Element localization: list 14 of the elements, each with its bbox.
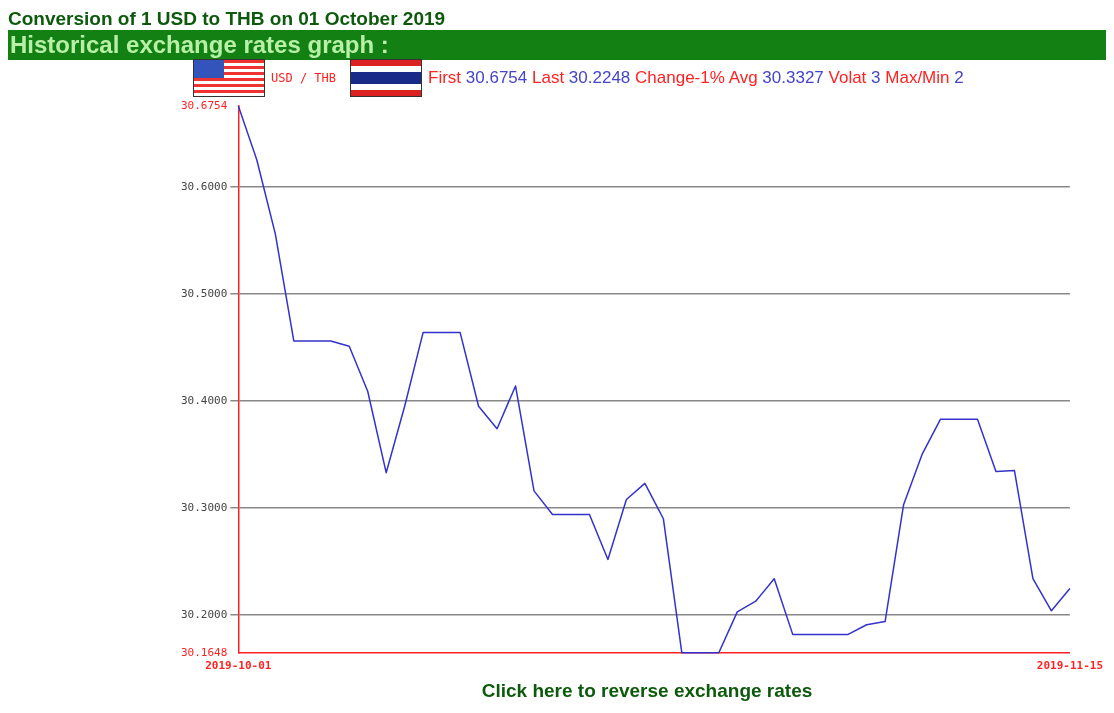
text: First 30.6754 Last 30.2248 Change-1% Avg 30.3327 Volat 3 Max/Min 2: [428, 68, 964, 87]
y-tick-label: 30.4000: [181, 393, 228, 407]
text: USD / THB: [271, 71, 337, 85]
y-tick-label: 30.1648: [181, 645, 228, 659]
text: Click here to reverse exchange rates: [480, 680, 814, 702]
y-tick-label: 30.3000: [181, 500, 228, 514]
x-tick-label: 2019-10-01: [205, 659, 272, 673]
y-tick-label: 30.2000: [181, 607, 228, 621]
y-tick-label: 30.6754: [181, 98, 228, 112]
x-tick-label: 2019-11-15: [1036, 659, 1103, 673]
y-tick-label: 30.6000: [181, 179, 228, 193]
chart-title: Conversion of 1 USD to THB on 01 October 2019: [8, 8, 447, 30]
y-tick-label: 30.5000: [181, 286, 228, 300]
chart-subtitle: Historical exchange rates graph :: [8, 30, 1106, 60]
